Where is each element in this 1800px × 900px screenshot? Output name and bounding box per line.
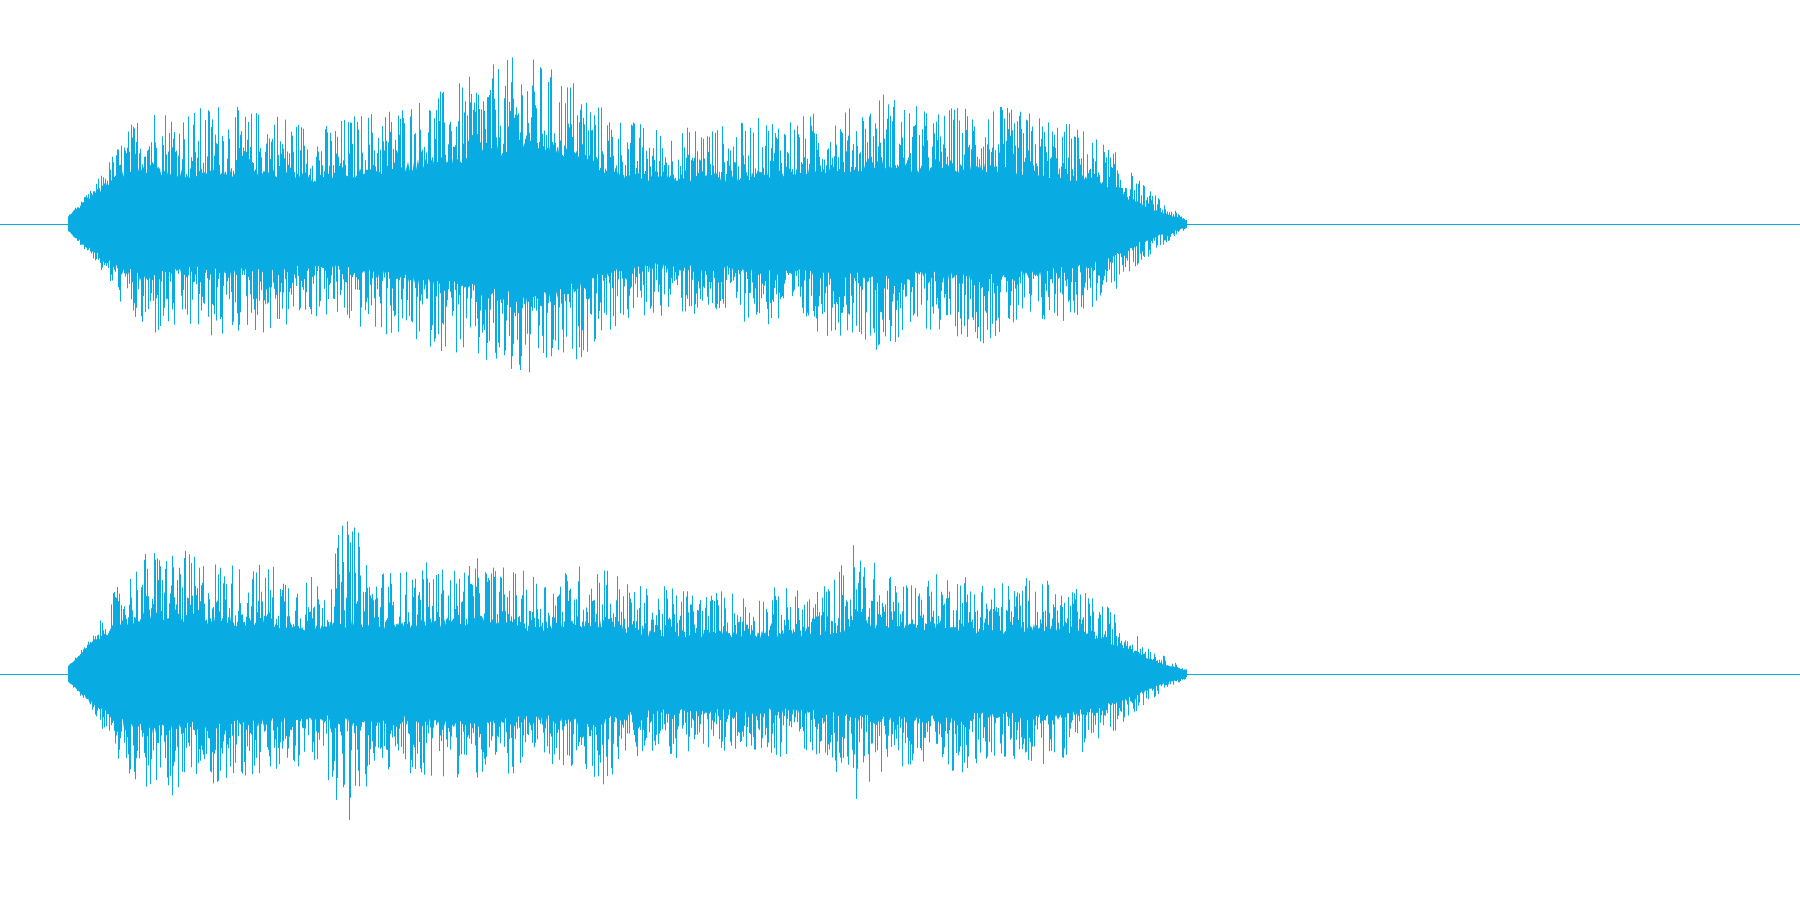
waveform-peaks [68,521,1187,820]
waveform-peaks [68,57,1187,373]
channel-1-waveform [0,57,1800,373]
channel-2-waveform [0,521,1800,820]
